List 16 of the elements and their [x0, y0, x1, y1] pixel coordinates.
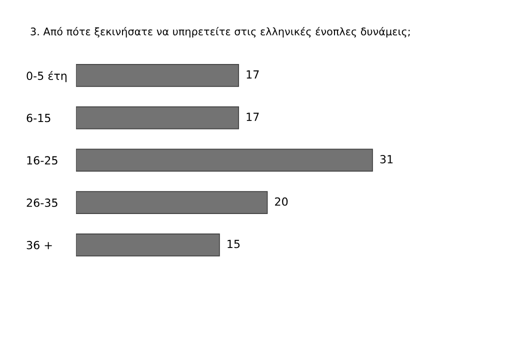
y-tick-label: 0-5 έτη	[26, 70, 66, 82]
data-label: 17	[246, 112, 259, 121]
y-tick-label: 26-35	[26, 198, 58, 207]
y-tick-label: 36 +	[26, 240, 52, 250]
data-label: 20	[275, 197, 288, 206]
bar	[76, 106, 240, 130]
bar	[76, 191, 268, 214]
bar	[76, 148, 373, 172]
bar	[76, 233, 220, 256]
y-tick-label: 16-25	[27, 156, 58, 165]
data-label: 17	[246, 70, 259, 78]
chart-title: 3. Από πότε ξεκινήσατε να υπηρετείτε στις ελληνικές ένοπλες δυνάμεις;	[30, 26, 410, 38]
y-tick-label: 6-15	[26, 114, 50, 122]
bar	[76, 64, 240, 87]
data-label: 31	[380, 154, 393, 164]
data-label: 15	[228, 240, 240, 248]
